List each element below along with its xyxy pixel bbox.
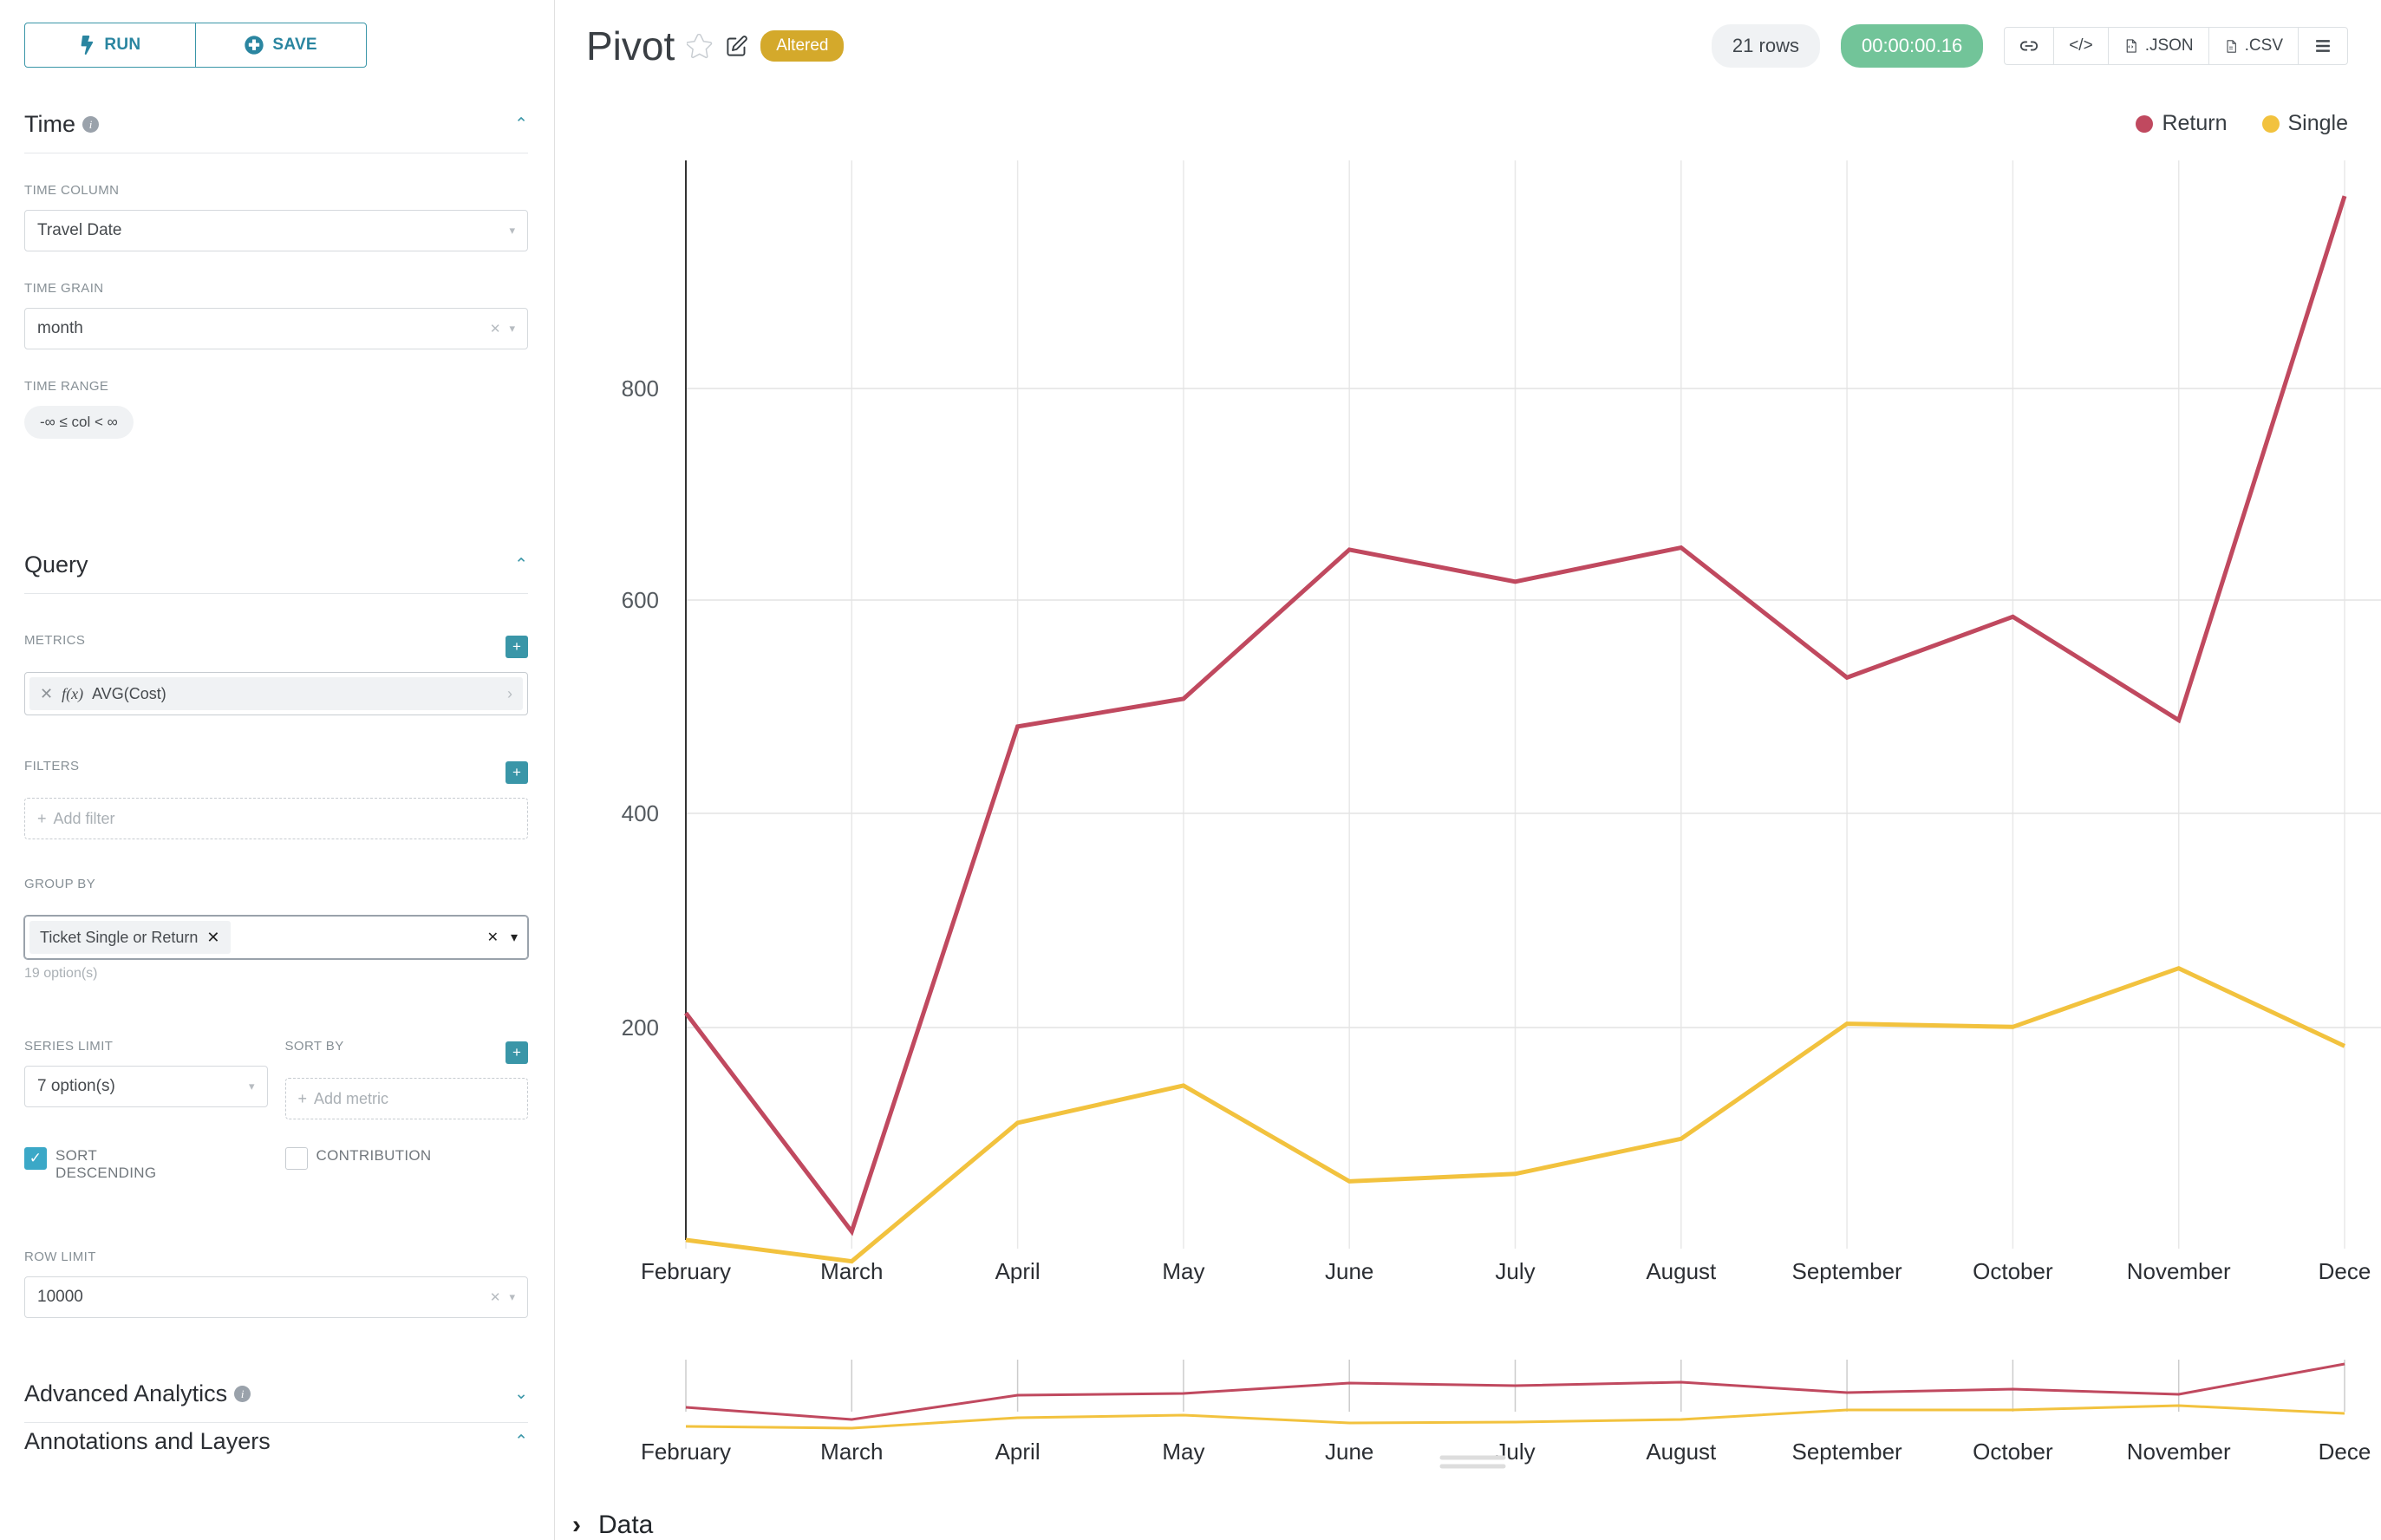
svg-text:April: April — [995, 1439, 1040, 1465]
svg-text:May: May — [1162, 1258, 1204, 1283]
svg-text:February: February — [641, 1258, 731, 1283]
svg-text:May: May — [1162, 1439, 1204, 1465]
svg-text:September: September — [1792, 1258, 1903, 1283]
svg-text:February: February — [641, 1439, 731, 1465]
svg-text:June: June — [1325, 1439, 1373, 1465]
svg-text:August: August — [1646, 1258, 1717, 1283]
svg-text:October: October — [1973, 1258, 2053, 1283]
svg-text:600: 600 — [622, 587, 659, 613]
svg-text:Dece: Dece — [2319, 1258, 2371, 1283]
svg-text:November: November — [2127, 1439, 2231, 1465]
svg-text:Dece: Dece — [2319, 1439, 2371, 1465]
svg-text:800: 800 — [622, 375, 659, 401]
svg-text:July: July — [1495, 1258, 1535, 1283]
svg-text:March: March — [820, 1439, 883, 1465]
svg-text:June: June — [1325, 1258, 1373, 1283]
svg-text:August: August — [1646, 1439, 1717, 1465]
svg-text:July: July — [1495, 1439, 1535, 1465]
svg-text:400: 400 — [622, 800, 659, 826]
svg-text:September: September — [1792, 1439, 1903, 1465]
svg-text:November: November — [2127, 1258, 2231, 1283]
svg-text:200: 200 — [622, 1015, 659, 1041]
svg-text:October: October — [1973, 1439, 2053, 1465]
svg-text:April: April — [995, 1258, 1040, 1283]
